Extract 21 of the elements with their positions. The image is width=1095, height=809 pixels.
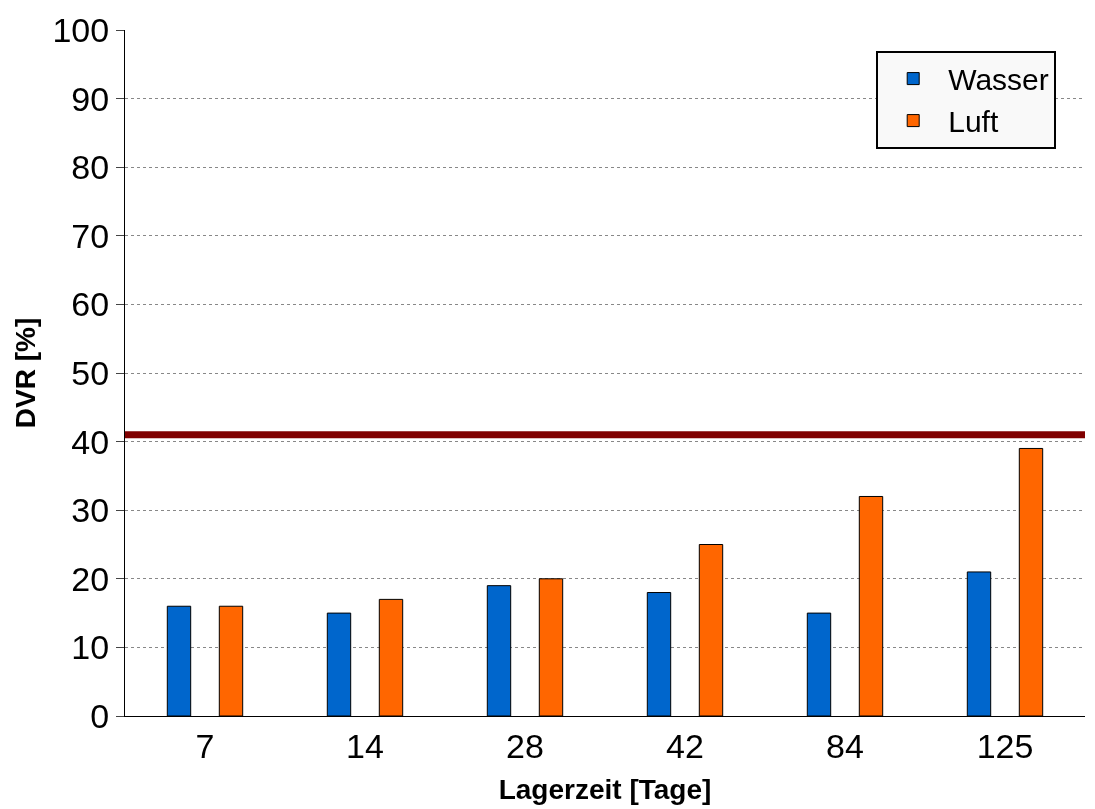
x-tick-label: 14 — [346, 726, 384, 765]
y-tick-label: 0 — [90, 696, 110, 735]
y-tick-label: 10 — [71, 628, 110, 667]
y-tick-label: 80 — [71, 148, 110, 187]
y-tick-label: 60 — [71, 285, 110, 324]
x-tick-label: 28 — [506, 726, 544, 765]
y-tick-label: 20 — [71, 559, 110, 598]
y-tick-label: 50 — [71, 353, 110, 392]
x-axis-title: Lagerzeit [Tage] — [498, 773, 712, 805]
x-tick-label: 7 — [195, 726, 215, 765]
x-tick-label: 42 — [666, 726, 704, 765]
y-tick-label: 90 — [71, 79, 110, 118]
y-axis-title: DVR [%] — [10, 317, 42, 429]
y-tick-label: 40 — [71, 422, 110, 461]
legend-label: Luft — [948, 105, 999, 139]
y-tick-label: 70 — [71, 216, 110, 255]
y-tick-label: 100 — [52, 10, 110, 49]
legend-label: Wasser — [948, 63, 1049, 97]
x-tick-label: 125 — [976, 726, 1034, 765]
y-tick-label: 30 — [71, 491, 110, 530]
x-tick-label: 84 — [826, 726, 864, 765]
